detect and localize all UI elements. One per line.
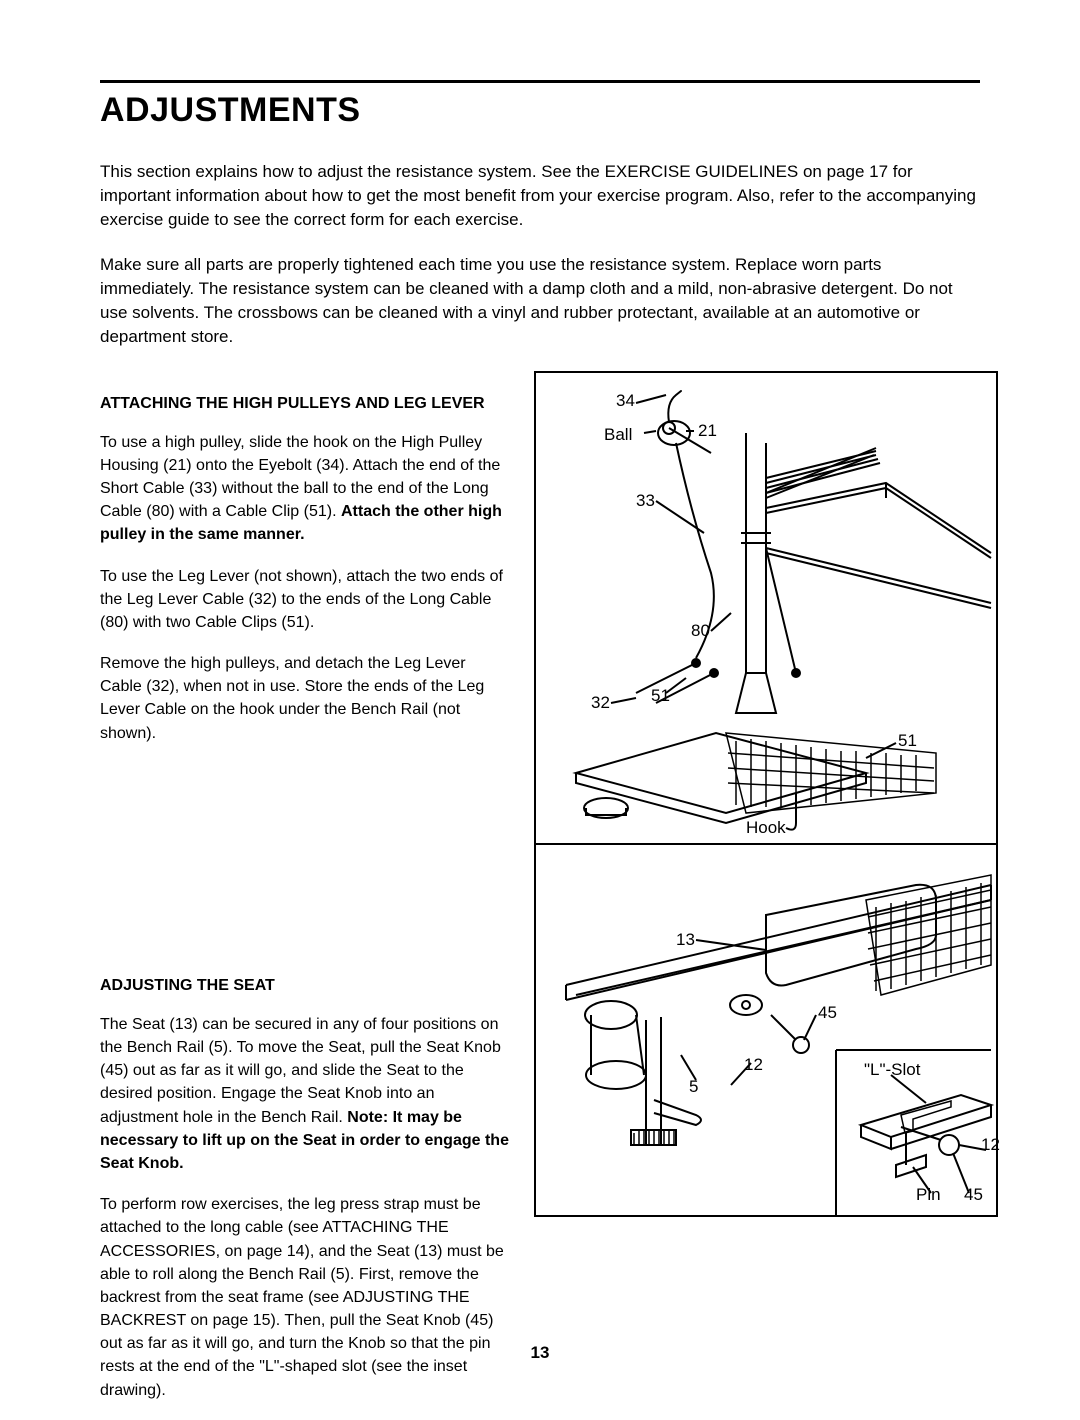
two-column-layout: ATTACHING THE HIGH PULLEYS AND LEG LEVER… <box>100 371 980 1420</box>
page-title: ADJUSTMENTS <box>100 91 980 130</box>
fig1-label-51a: 51 <box>651 686 670 706</box>
section-2-para-2: To perform row exercises, the leg press … <box>100 1193 510 1402</box>
fig2-label-13: 13 <box>676 930 695 950</box>
section-1-heading: ATTACHING THE HIGH PULLEYS AND LEG LEVER <box>100 395 510 413</box>
page-number: 13 <box>0 1343 1080 1363</box>
section-1-para-1: To use a high pulley, slide the hook on … <box>100 431 510 547</box>
fig1-label-hook: Hook <box>746 818 786 838</box>
section-1-para-2: To use the Leg Lever (not shown), attach… <box>100 565 510 635</box>
intro-paragraph-2: Make sure all parts are properly tighten… <box>100 253 980 348</box>
section-spacer <box>100 763 510 953</box>
fig2-label-12b: 12 <box>981 1135 1000 1155</box>
fig2-label-45b: 45 <box>964 1185 983 1205</box>
section-2-heading: ADJUSTING THE SEAT <box>100 977 510 995</box>
top-rule <box>100 80 980 83</box>
figure-1: 34 Ball 21 33 80 51 32 51 Hook <box>534 371 998 845</box>
right-column: 34 Ball 21 33 80 51 32 51 Hook <box>534 371 998 1420</box>
fig1-label-51b: 51 <box>898 731 917 751</box>
section-1-para-3: Remove the high pulleys, and detach the … <box>100 652 510 745</box>
fig1-label-34: 34 <box>616 391 635 411</box>
figure-2: 13 45 12 5 "L"-Slot 12 Pin 45 <box>534 845 998 1217</box>
left-column: ATTACHING THE HIGH PULLEYS AND LEG LEVER… <box>100 371 510 1420</box>
fig2-label-pin: Pin <box>916 1185 941 1205</box>
fig1-label-21: 21 <box>698 421 717 441</box>
fig1-label-80: 80 <box>691 621 710 641</box>
section-2-para-1: The Seat (13) can be secured in any of f… <box>100 1013 510 1175</box>
fig2-label-12a: 12 <box>744 1055 763 1075</box>
page: ADJUSTMENTS This section explains how to… <box>0 0 1080 1403</box>
fig2-label-lslot: "L"-Slot <box>864 1060 920 1080</box>
fig1-label-ball: Ball <box>604 425 632 445</box>
figure-2-svg <box>536 845 996 1215</box>
fig2-label-45a: 45 <box>818 1003 837 1023</box>
intro-paragraph-1: This section explains how to adjust the … <box>100 160 980 231</box>
fig1-label-32: 32 <box>591 693 610 713</box>
fig1-label-33: 33 <box>636 491 655 511</box>
fig2-label-5: 5 <box>689 1077 698 1097</box>
